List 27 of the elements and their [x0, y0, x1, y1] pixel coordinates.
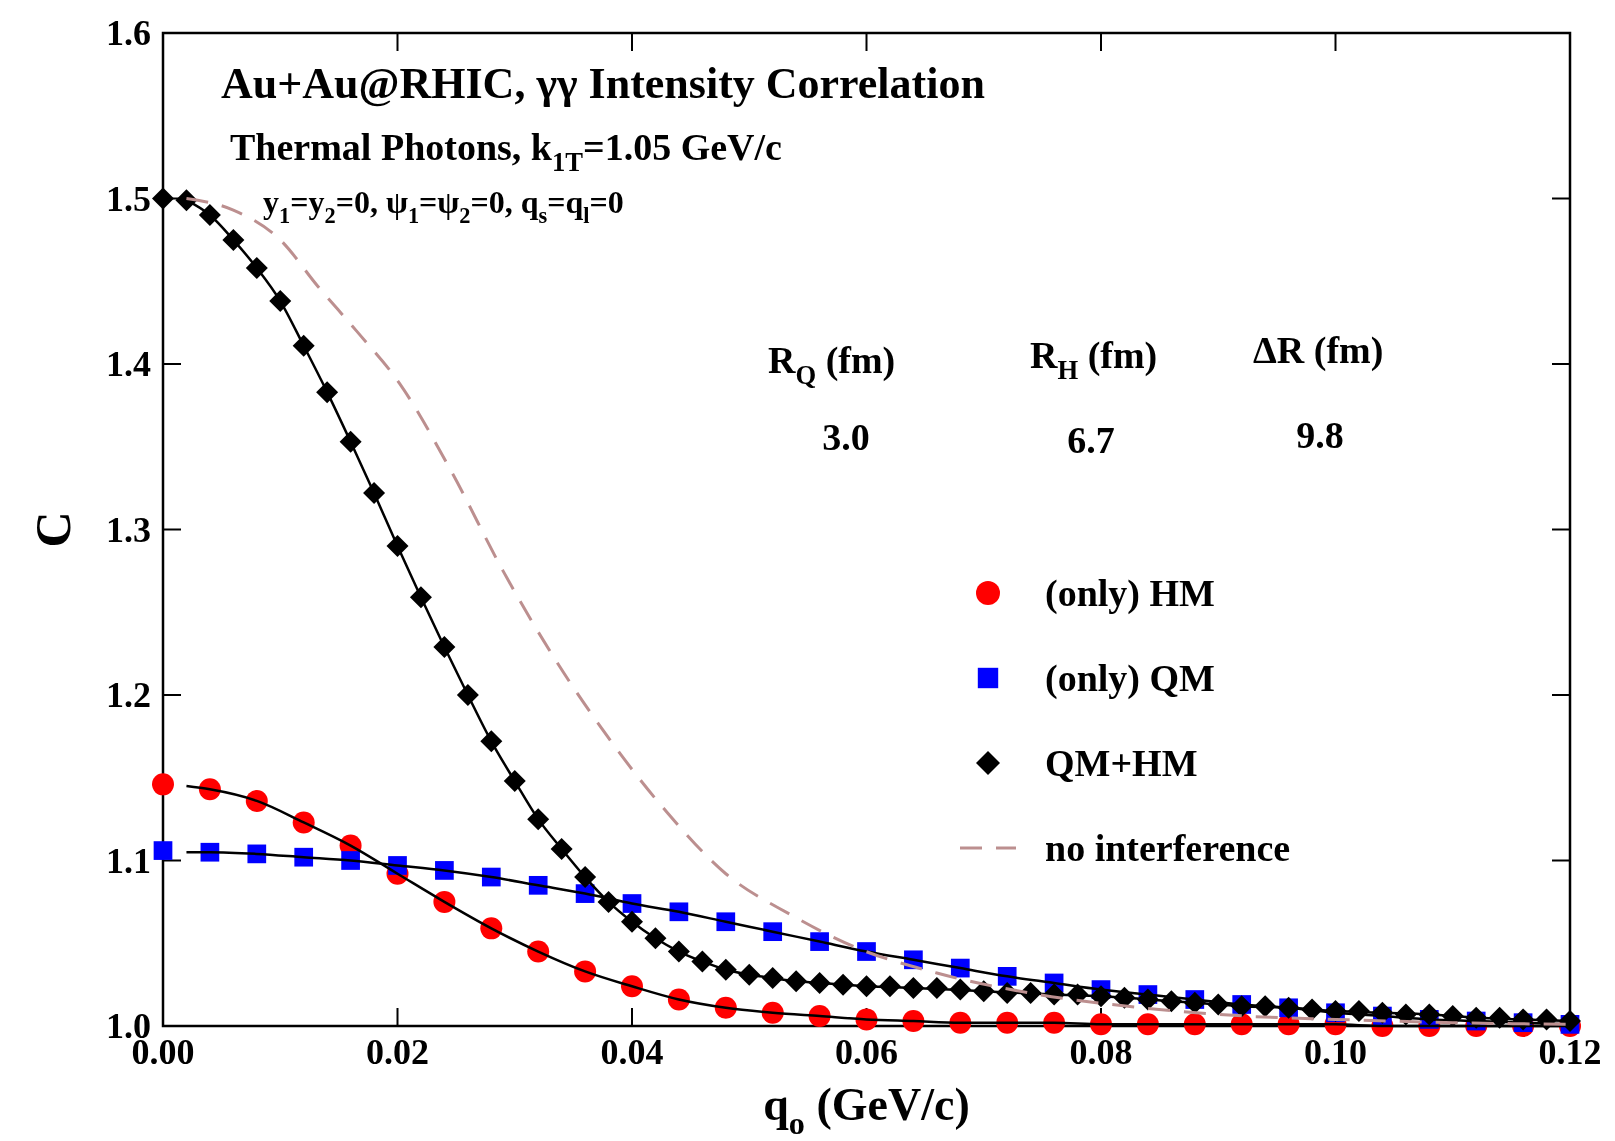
- legend-label: QM+HM: [1045, 742, 1198, 784]
- legend-label: no interference: [1045, 827, 1291, 869]
- y-tick-label: 1.1: [106, 840, 151, 881]
- legend-label: (only) QM: [1045, 657, 1215, 700]
- annotation: R$_{Q}$ (fm): [768, 339, 896, 391]
- text: Thermal Photons, k$_{1T}$=1.05 GeV/c: [230, 126, 782, 178]
- text: Au+Au@RHIC, γγ Intensity Correlation: [221, 59, 985, 108]
- annotation: R$_{H}$ (fm): [1030, 334, 1158, 386]
- x-tick-label: 0.02: [366, 1032, 429, 1072]
- y-axis-title: C: [25, 511, 81, 548]
- text: y$_{1}$=y$_{2}$=0, ψ$_{1}$=ψ$_{2}$=0, q$_{s}$=q$_{l}$=0: [263, 184, 624, 228]
- y-tick-label: 1.5: [106, 178, 151, 219]
- x-tick-label: 0.08: [1069, 1032, 1133, 1072]
- x-axis-title: q$_{o}$ (GeV/c): [763, 1079, 970, 1141]
- x-tick-label: 0.12: [1538, 1032, 1602, 1072]
- x-tick-label: 0.06: [835, 1032, 898, 1072]
- y-tick-label: 1.3: [106, 509, 151, 550]
- y-tick-label: 1.2: [106, 675, 151, 715]
- x-tick-label: 0.10: [1304, 1032, 1367, 1072]
- annotation: 9.8: [1296, 414, 1344, 456]
- annotation: 6.7: [1067, 419, 1115, 461]
- legend-label: (only) HM: [1045, 572, 1215, 615]
- y-tick-label: 1.4: [106, 344, 151, 384]
- annotation: ΔR (fm): [1253, 329, 1384, 372]
- x-tick-label: 0.04: [600, 1032, 664, 1072]
- y-tick-label: 1.6: [106, 13, 151, 53]
- annotation: 3.0: [822, 416, 870, 458]
